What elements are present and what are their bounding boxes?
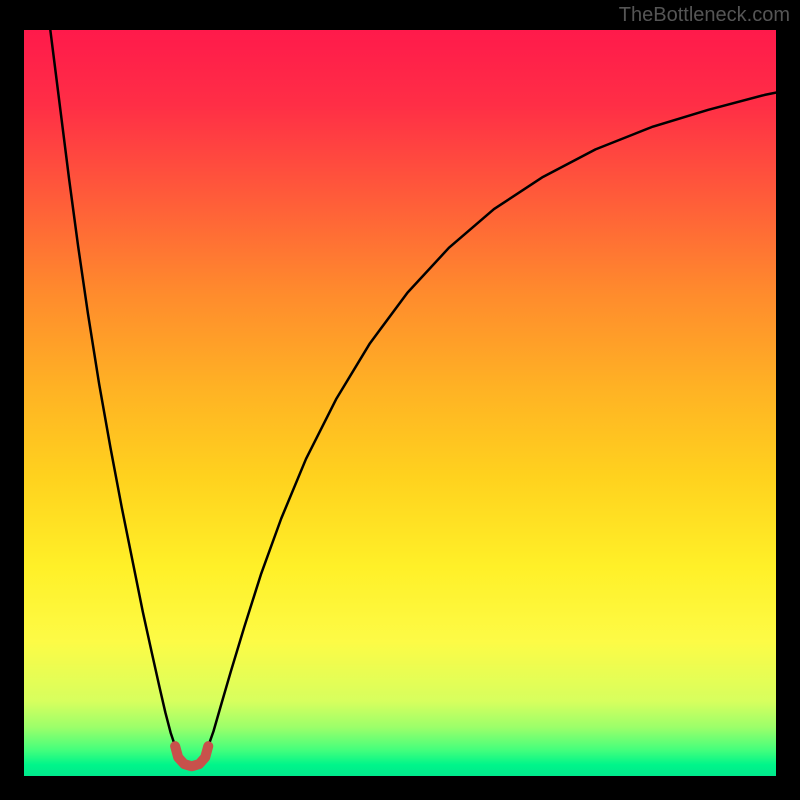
watermark-text: TheBottleneck.com: [619, 4, 790, 27]
chart-svg: [24, 30, 776, 776]
figure-outer: TheBottleneck.com: [0, 0, 800, 800]
gradient-background: [24, 30, 776, 776]
plot-area: [24, 30, 776, 776]
